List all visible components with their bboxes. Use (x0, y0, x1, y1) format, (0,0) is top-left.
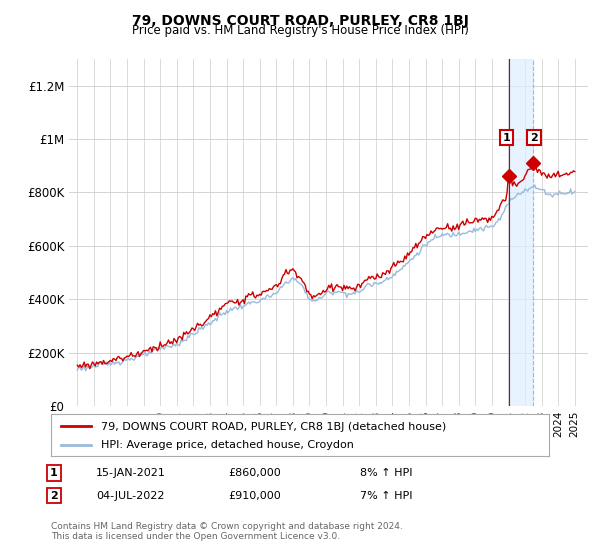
Bar (509, 59, 533, 406)
Text: Contains HM Land Registry data © Crown copyright and database right 2024.
This d: Contains HM Land Registry data © Crown c… (51, 522, 403, 542)
Text: Price paid vs. HM Land Registry's House Price Index (HPI): Price paid vs. HM Land Registry's House … (131, 24, 469, 37)
Text: 8% ↑ HPI: 8% ↑ HPI (360, 468, 413, 478)
Text: 2: 2 (530, 133, 538, 143)
Text: 04-JUL-2022: 04-JUL-2022 (96, 491, 164, 501)
Text: 2: 2 (50, 491, 58, 501)
Text: £910,000: £910,000 (228, 491, 281, 501)
Text: HPI: Average price, detached house, Croydon: HPI: Average price, detached house, Croy… (101, 440, 353, 450)
Text: 1: 1 (503, 133, 511, 143)
Text: 1: 1 (50, 468, 58, 478)
Text: 7% ↑ HPI: 7% ↑ HPI (360, 491, 413, 501)
Text: 79, DOWNS COURT ROAD, PURLEY, CR8 1BJ: 79, DOWNS COURT ROAD, PURLEY, CR8 1BJ (131, 14, 469, 28)
Text: 15-JAN-2021: 15-JAN-2021 (96, 468, 166, 478)
Text: 79, DOWNS COURT ROAD, PURLEY, CR8 1BJ (detached house): 79, DOWNS COURT ROAD, PURLEY, CR8 1BJ (d… (101, 422, 446, 432)
Text: £860,000: £860,000 (228, 468, 281, 478)
